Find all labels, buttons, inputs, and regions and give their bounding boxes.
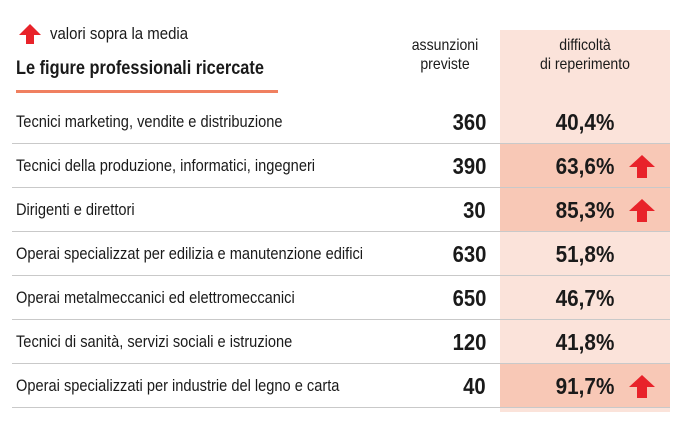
row-separator: [12, 319, 670, 320]
row-separator: [12, 187, 670, 188]
row-difficolta-value: 51,8%: [555, 241, 615, 267]
red-up-arrow-icon: [19, 24, 41, 44]
row-label: Tecnici di sanità, servizi sociali e ist…: [16, 332, 293, 351]
row-difficolta-value: 40,4%: [555, 109, 615, 135]
row-assunzioni-value: 390: [452, 153, 486, 179]
row-separator: [12, 143, 670, 144]
column-header-difficolta-line2: di reperimento: [539, 56, 631, 73]
row-separator: [12, 363, 670, 364]
column-header-difficolta-line1: difficoltà: [559, 37, 611, 54]
row-separator: [12, 407, 670, 408]
row-difficolta-value: 85,3%: [555, 197, 615, 223]
table-row: Operai specializzat per edilizia e manut…: [0, 232, 700, 276]
table-row: Tecnici della produzione, informatici, i…: [0, 144, 700, 188]
row-difficolta-value: 46,7%: [555, 285, 615, 311]
row-assunzioni-value: 40: [463, 373, 486, 399]
column-header-difficolta: difficoltà di reperimento: [519, 36, 651, 74]
row-label: Operai metalmeccanici ed elettromeccanic…: [16, 288, 295, 307]
red-up-arrow-icon: [629, 155, 655, 178]
table-row: Operai metalmeccanici ed elettromeccanic…: [0, 276, 700, 320]
row-separator: [12, 231, 670, 232]
table-row: Tecnici di sanità, servizi sociali e ist…: [0, 320, 700, 364]
row-assunzioni-value: 630: [452, 241, 486, 267]
legend: valori sopra la media: [18, 22, 207, 46]
table-row: Dirigenti e direttori 30 85,3%: [0, 188, 700, 232]
row-label: Operai specializzati per industrie del l…: [16, 376, 340, 395]
column-header-assunzioni: assunzioni previste: [399, 36, 491, 74]
row-difficolta-value: 91,7%: [555, 373, 615, 399]
red-up-arrow-icon: [629, 199, 655, 222]
row-label: Tecnici marketing, vendite e distribuzio…: [16, 112, 283, 131]
column-header-assunzioni-line1: assunzioni: [411, 37, 479, 54]
row-separator: [12, 275, 670, 276]
red-up-arrow-icon: [629, 375, 655, 398]
row-label: Dirigenti e direttori: [16, 200, 135, 219]
legend-text: valori sopra la media: [50, 24, 189, 43]
row-difficolta-value: 63,6%: [555, 153, 615, 179]
row-label: Operai specializzat per edilizia e manut…: [16, 244, 364, 263]
row-assunzioni-value: 120: [452, 329, 486, 355]
table-row: Tecnici marketing, vendite e distribuzio…: [0, 100, 700, 144]
row-assunzioni-value: 360: [452, 109, 486, 135]
table-title: Le figure professionali ricercate: [16, 58, 264, 79]
column-header-assunzioni-line2: previste: [420, 56, 470, 73]
row-assunzioni-value: 650: [452, 285, 486, 311]
row-assunzioni-value: 30: [463, 197, 486, 223]
title-underline: [16, 90, 278, 93]
table-row: Operai specializzati per industrie del l…: [0, 364, 700, 408]
row-difficolta-value: 41,8%: [555, 329, 615, 355]
row-label: Tecnici della produzione, informatici, i…: [16, 156, 316, 175]
